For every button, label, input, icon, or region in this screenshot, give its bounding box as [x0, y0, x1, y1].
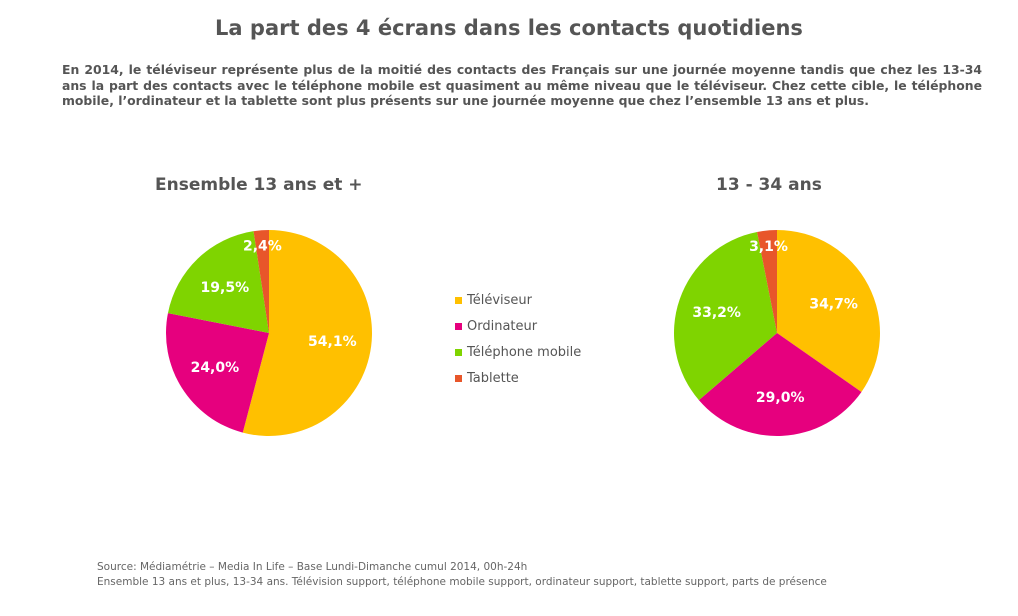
legend-label: Tablette	[467, 370, 519, 386]
data-label: 29,0%	[756, 390, 805, 406]
legend-item: Tablette	[455, 365, 581, 391]
legend: Téléviseur Ordinateur Téléphone mobile T…	[455, 287, 581, 391]
legend-swatch	[455, 322, 462, 330]
legend-swatch	[455, 348, 462, 356]
data-label: 3,1%	[749, 239, 788, 255]
legend-item: Téléviseur	[455, 287, 581, 313]
pie-slice	[242, 230, 373, 436]
legend-label: Téléphone mobile	[467, 344, 582, 360]
source-line: Source: Médiamétrie – Media In Life – Ba…	[97, 561, 528, 573]
legend-swatch	[455, 374, 462, 382]
pie-slice	[165, 313, 269, 433]
pie-slice	[777, 230, 880, 392]
data-label: 2,4%	[243, 239, 282, 255]
pie-slice	[757, 230, 777, 333]
data-label: 33,2%	[692, 305, 741, 321]
legend-item: Téléphone mobile	[455, 339, 581, 365]
legend-label: Téléviseur	[467, 292, 532, 308]
source-note: Source: Médiamétrie – Media In Life – Ba…	[97, 560, 827, 590]
pie-slice	[674, 231, 777, 401]
source-line: Ensemble 13 ans et plus, 13-34 ans. Télé…	[97, 576, 827, 588]
data-label: 24,0%	[191, 360, 240, 376]
intro-text: En 2014, le téléviseur représente plus d…	[62, 62, 982, 108]
chart-title-ensemble: Ensemble 13 ans et +	[155, 175, 363, 195]
data-label: 34,7%	[809, 296, 858, 312]
pie-slice	[167, 231, 269, 333]
pie-slice	[698, 333, 862, 437]
page-title: La part des 4 écrans dans les contacts q…	[215, 16, 803, 40]
legend-swatch	[455, 296, 462, 304]
pie-slice	[253, 230, 269, 333]
chart-title-13-34: 13 - 34 ans	[716, 175, 822, 195]
data-label: 19,5%	[201, 280, 250, 296]
legend-label: Ordinateur	[467, 318, 538, 334]
legend-item: Ordinateur	[455, 313, 581, 339]
data-label: 54,1%	[308, 334, 357, 350]
